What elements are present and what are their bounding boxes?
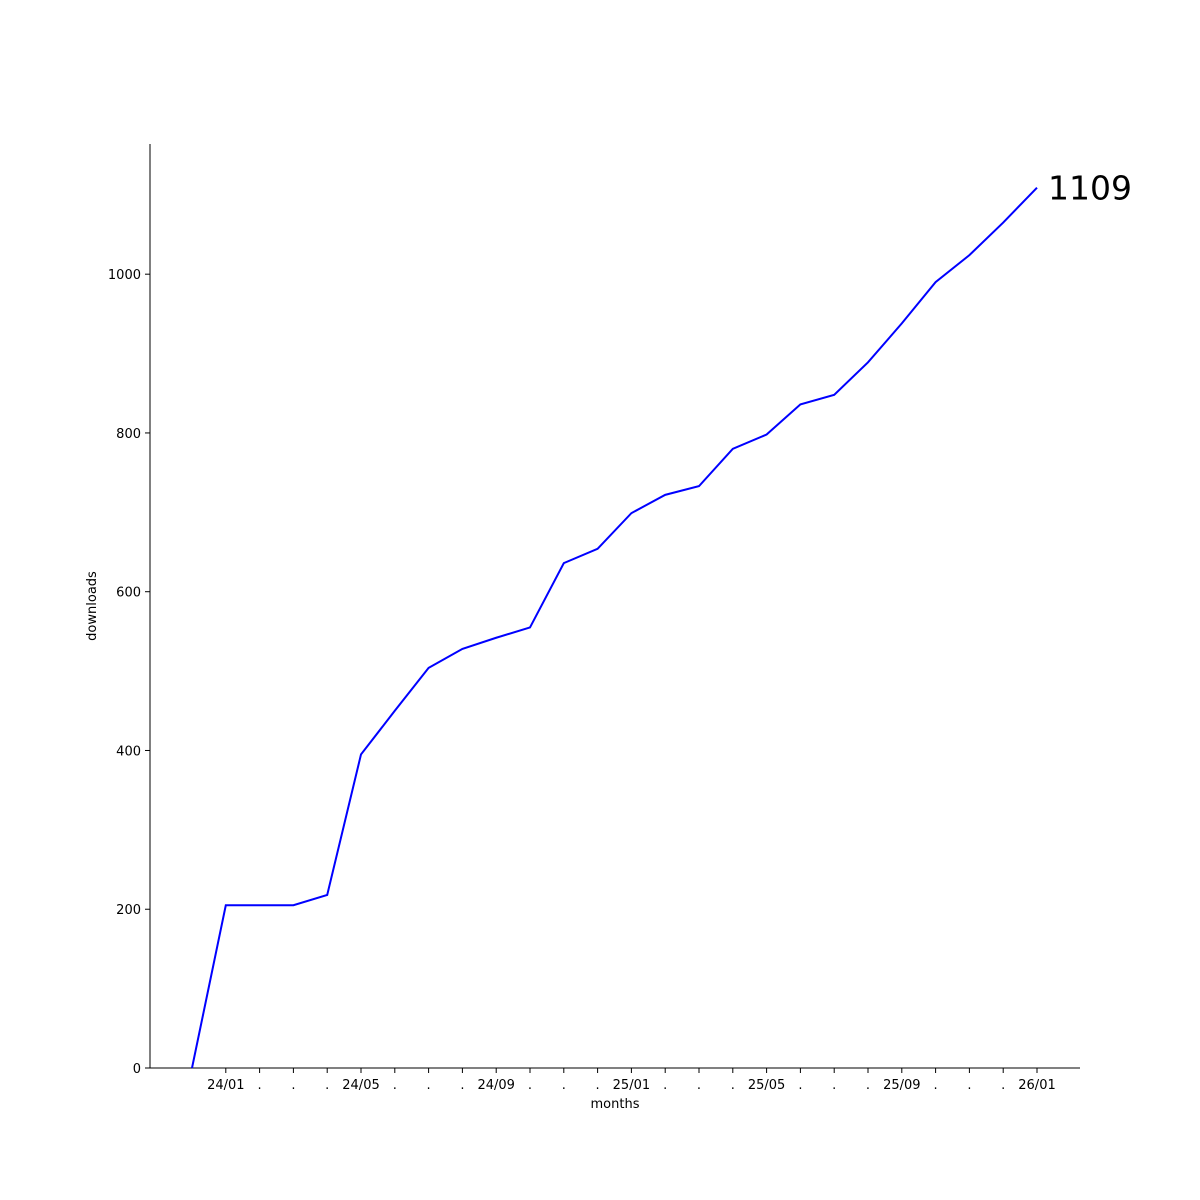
x-tick-label: . (832, 1078, 836, 1093)
y-tick-label: 0 (133, 1062, 141, 1077)
x-axis-label: months (591, 1097, 640, 1112)
x-tick-label: . (596, 1078, 600, 1093)
y-axis-label: downloads (85, 571, 100, 641)
y-tick-label: 800 (116, 427, 141, 442)
x-tick-label: . (393, 1078, 397, 1093)
x-tick-label: 24/09 (477, 1078, 514, 1093)
x-tick-label: . (866, 1078, 870, 1093)
x-tick-label: 25/01 (613, 1078, 650, 1093)
x-tick-label: . (731, 1078, 735, 1093)
x-tick-label: . (528, 1078, 532, 1093)
line (191, 186, 1038, 1069)
x-tick-label: 24/01 (207, 1078, 244, 1093)
x-tick-label: . (291, 1078, 295, 1093)
x-tick-label: . (1001, 1078, 1005, 1093)
x-tick-label: . (967, 1078, 971, 1093)
x-tick-label: . (562, 1078, 566, 1093)
x-tick-label: . (697, 1078, 701, 1093)
x-tick-label: . (460, 1078, 464, 1093)
y-tick-label: 1000 (108, 268, 141, 283)
x-tick-label: . (934, 1078, 938, 1093)
x-tick-label: . (663, 1078, 667, 1093)
x-tick-label: . (427, 1078, 431, 1093)
end-label: 1109 (1048, 169, 1132, 208)
x-tick-label: . (325, 1078, 329, 1093)
x-tick-label: . (798, 1078, 802, 1093)
y-tick-label: 400 (116, 744, 141, 759)
x-tick-label: 24/05 (342, 1078, 379, 1093)
x-tick-label: 26/01 (1018, 1078, 1055, 1093)
y-tick-label: 600 (116, 586, 141, 601)
x-tick-label: . (258, 1078, 262, 1093)
y-tick-label: 200 (116, 903, 141, 918)
x-tick-label: 25/05 (748, 1078, 785, 1093)
x-tick-label: 25/09 (883, 1078, 920, 1093)
